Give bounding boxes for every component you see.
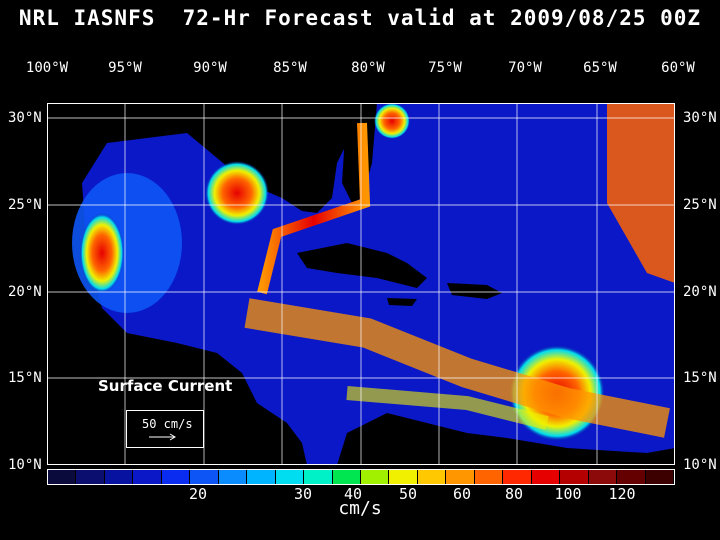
colorbar-swatch	[190, 470, 219, 484]
colorbar-tick-label: 120	[608, 485, 636, 503]
colorbar-swatch	[275, 470, 305, 484]
current-speed-map	[47, 103, 675, 465]
map-title: NRL IASNFS 72-Hr Forecast valid at 2009/…	[18, 6, 702, 30]
caribbean-jet	[346, 386, 549, 430]
lon-label: 85°W	[273, 60, 307, 76]
lat-label-right: 20°N	[683, 284, 717, 300]
colorbar-swatch	[48, 470, 77, 484]
colorbar-swatch	[417, 470, 447, 484]
lat-label-left: 10°N	[8, 457, 42, 473]
colorbar-swatch	[617, 470, 646, 484]
legend-title: Surface Current	[98, 377, 233, 395]
legend-scale-label: 50 cm/s	[142, 417, 193, 431]
loop-current-eddy	[205, 161, 269, 225]
colorbar-swatch	[446, 470, 475, 484]
lon-label: 60°W	[661, 60, 695, 76]
colorbar-swatch	[588, 470, 618, 484]
lon-label: 100°W	[25, 60, 69, 76]
lon-label: 90°W	[193, 60, 227, 76]
lat-label-right: 25°N	[683, 197, 717, 213]
colorbar-swatch	[645, 470, 674, 484]
lat-label-left: 30°N	[8, 110, 42, 126]
lon-label: 65°W	[583, 60, 617, 76]
colorbar-swatch	[474, 470, 504, 484]
colorbar-swatch	[76, 470, 105, 484]
colorbar-tick-label: 80	[504, 485, 524, 503]
lat-label-right: 15°N	[683, 370, 717, 386]
colorbar	[47, 469, 675, 485]
lat-label-right: 30°N	[683, 110, 717, 126]
colorbar-swatch	[360, 470, 390, 484]
colorbar-swatch	[104, 470, 134, 484]
lon-label: 75°W	[428, 60, 462, 76]
northeast-jet	[607, 103, 675, 283]
colorbar-swatch	[531, 470, 561, 484]
gulf-stream	[257, 122, 371, 295]
colorbar-units: cm/s	[338, 498, 382, 519]
colorbar-swatch	[503, 470, 532, 484]
land-jamaica	[387, 298, 417, 306]
gulf-eddy-west	[80, 213, 124, 293]
colorbar-tick-label: 20	[188, 485, 208, 503]
colorbar-swatch	[304, 470, 333, 484]
caribbean-current	[244, 298, 670, 438]
colorbar-swatch	[332, 470, 361, 484]
lat-label-right: 10°N	[683, 457, 717, 473]
colorbar-tick-label: 40	[343, 485, 363, 503]
land-hispaniola	[447, 283, 502, 299]
lon-label: 95°W	[108, 60, 142, 76]
lon-label: 80°W	[351, 60, 385, 76]
map-canvas	[47, 103, 675, 465]
colorbar-swatch	[560, 470, 589, 484]
land-mexico-us	[47, 103, 347, 465]
colorbar-tick-label: 30	[293, 485, 313, 503]
colorbar-swatch	[247, 470, 276, 484]
colorbar-swatch	[389, 470, 418, 484]
lat-label-left: 20°N	[8, 284, 42, 300]
colorbar-tick-label: 100	[554, 485, 582, 503]
land-south-america	[337, 413, 675, 465]
colorbar-tick-label: 60	[452, 485, 472, 503]
map-frame	[47, 103, 675, 465]
colorbar-swatch	[133, 470, 162, 484]
lat-label-left: 15°N	[8, 370, 42, 386]
gulf-stream-eddy	[374, 103, 410, 139]
lon-label: 70°W	[508, 60, 542, 76]
land-cuba	[297, 243, 427, 288]
colorbar-swatch	[161, 470, 191, 484]
legend-scale-box: 50 cm/s	[126, 410, 204, 448]
colorbar-tick-label: 50	[398, 485, 418, 503]
scale-arrow-icon	[149, 433, 176, 441]
graticule	[47, 103, 675, 465]
colorbar-swatch	[218, 470, 248, 484]
lat-label-left: 25°N	[8, 197, 42, 213]
